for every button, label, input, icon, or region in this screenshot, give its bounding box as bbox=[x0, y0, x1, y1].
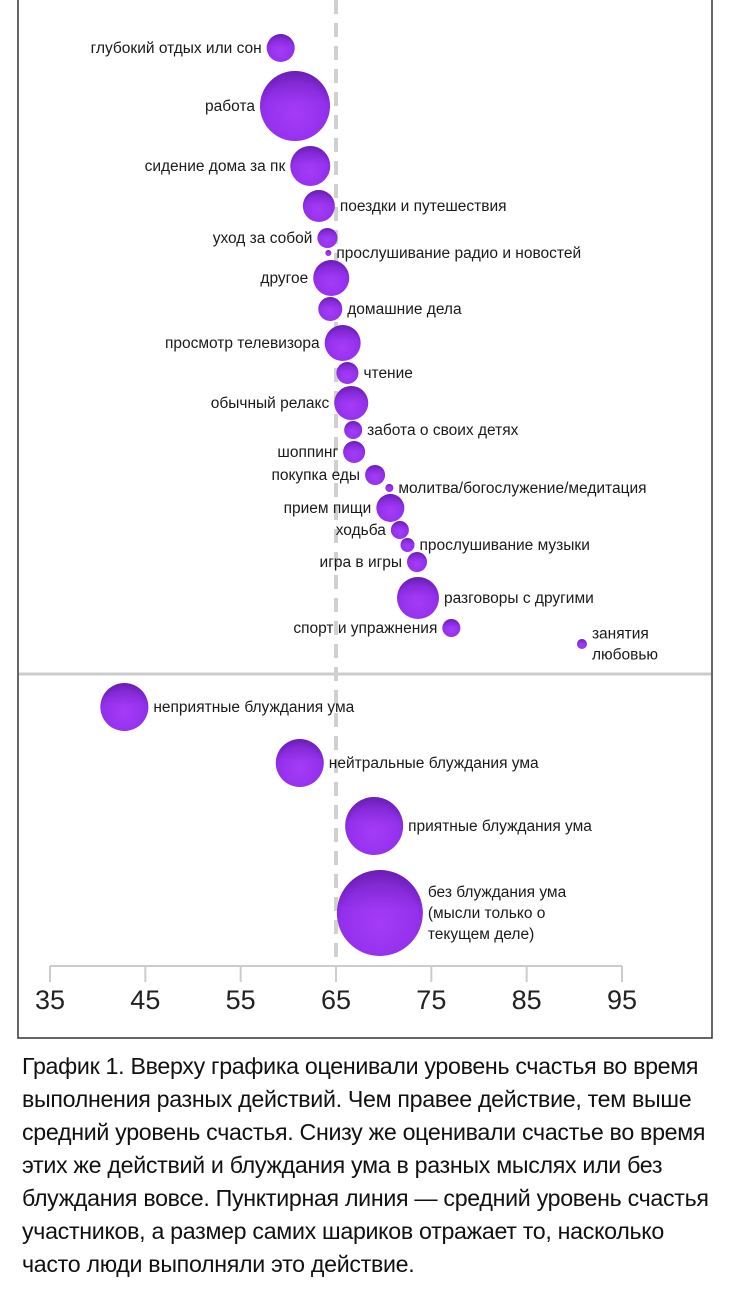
bubble-point: занятия любовью bbox=[576, 626, 658, 664]
bubble-label: работа bbox=[205, 98, 255, 115]
x-tick-label: 75 bbox=[416, 985, 446, 1015]
bubble-label: приятные блуждания ума bbox=[408, 818, 592, 835]
bubble-point: молитва/богослужение/медитация bbox=[385, 480, 647, 497]
figure-caption: График 1. Вверху графика оценивали урове… bbox=[22, 1050, 718, 1281]
bubble-shade bbox=[343, 441, 366, 463]
bubble-point: игра в игры bbox=[320, 552, 428, 572]
bubble-shade bbox=[325, 250, 332, 256]
bubble-label: другое bbox=[260, 270, 308, 287]
bubble-label: прием пищи bbox=[284, 500, 372, 517]
bubble-point: неприятные блуждания ума bbox=[100, 683, 355, 731]
bubble-label: занятия любовью bbox=[592, 626, 658, 664]
bubble-label: чтение bbox=[363, 365, 412, 382]
bubble-point: прослушивание радио и новостей bbox=[325, 245, 581, 262]
bubble-point: чтение bbox=[336, 362, 413, 384]
bubble-shade bbox=[260, 71, 331, 141]
bubble-label: просмотр телевизора bbox=[165, 335, 320, 352]
bubble-point: сидение дома за пк bbox=[145, 146, 331, 186]
x-tick-label: 45 bbox=[130, 985, 160, 1015]
bubble-shade bbox=[390, 521, 409, 539]
bubble-point: работа bbox=[205, 71, 331, 141]
bubble-point: уход за собой bbox=[213, 228, 338, 248]
bubble-chart: 35 45 55 65 75 85 95 глубокий отдых или сон раб… bbox=[17, 0, 713, 1039]
bubbles: глубокий отдых или сон работа сидение дома… bbox=[91, 34, 658, 956]
bubble-point: нейтральные блуждания ума bbox=[275, 739, 539, 787]
bubble-point: шоппинг bbox=[277, 441, 366, 463]
bubble-label: покупка еды bbox=[271, 467, 360, 484]
bubble-point: покупка еды bbox=[271, 465, 386, 485]
bubble-label: поездки и путешествия bbox=[340, 198, 507, 215]
bubble-shade bbox=[344, 421, 363, 439]
bubble-shade bbox=[275, 739, 324, 787]
bubble-label: обычный релакс bbox=[211, 395, 330, 412]
bubble-label: уход за собой bbox=[213, 230, 313, 247]
caption-text: Вверху графика оценивали уровень счастья… bbox=[22, 1053, 709, 1277]
bubble-label: игра в игры bbox=[320, 554, 402, 571]
bubble-shade bbox=[442, 619, 461, 637]
bubble-label: спорт и упражнения bbox=[293, 620, 437, 637]
bubble-shade bbox=[313, 260, 350, 296]
bubble-point: ходьба bbox=[336, 521, 409, 539]
bubble-label: прослушивание радио и новостей bbox=[336, 245, 581, 262]
bubble-label: глубокий отдых или сон bbox=[91, 40, 262, 57]
bubble-shade bbox=[324, 325, 361, 361]
bubble-point: без блуждания ума (мысли только о текущем … bbox=[336, 870, 567, 956]
bubble-point: домашние дела bbox=[318, 297, 462, 321]
bubble-point: разговоры с другими bbox=[396, 577, 594, 619]
bubble-label: разговоры с другими bbox=[444, 590, 594, 607]
bubble-shade bbox=[385, 484, 394, 492]
bubble-label: ходьба bbox=[336, 522, 386, 539]
bubble-label: неприятные блуждания ума bbox=[153, 699, 354, 716]
bubble-shade bbox=[345, 797, 404, 855]
x-tick-label: 65 bbox=[321, 985, 351, 1015]
bubble-shade bbox=[400, 538, 415, 552]
bubble-shade bbox=[396, 577, 439, 619]
bubble-label: молитва/богослужение/медитация bbox=[398, 480, 646, 497]
x-tick-label: 95 bbox=[607, 985, 637, 1015]
x-tick-label: 55 bbox=[226, 985, 256, 1015]
bubble-point: прием пищи bbox=[284, 494, 405, 522]
bubble-label: без блуждания ума (мысли только о текущем … bbox=[428, 884, 567, 943]
bubble-point: забота о своих детях bbox=[344, 421, 519, 439]
bubble-shade bbox=[576, 639, 587, 649]
bubble-label: сидение дома за пк bbox=[145, 158, 286, 175]
bubble-point: приятные блуждания ума bbox=[345, 797, 592, 855]
bubble-label: шоппинг bbox=[277, 444, 338, 461]
bubble-point: поездки и путешествия bbox=[302, 190, 507, 222]
bubble-shade bbox=[302, 190, 335, 222]
bubble-shade bbox=[365, 465, 386, 485]
bubble-point: глубокий отдых или сон bbox=[91, 34, 295, 62]
bubble-shade bbox=[336, 362, 359, 384]
x-axis: 35 45 55 65 75 85 95 bbox=[35, 965, 637, 1015]
caption-label: График 1. bbox=[22, 1053, 125, 1079]
chart-frame bbox=[17, 0, 713, 1039]
bubble-shade bbox=[290, 146, 331, 186]
x-tick-label: 35 bbox=[35, 985, 65, 1015]
bubble-shade bbox=[318, 297, 343, 321]
bubble-shade bbox=[266, 34, 295, 62]
x-tick-label: 85 bbox=[512, 985, 542, 1015]
bubble-shade bbox=[336, 870, 423, 956]
bubble-label: нейтральные блуждания ума bbox=[329, 755, 539, 772]
bubble-point: другое bbox=[260, 260, 350, 296]
bubble-shade bbox=[100, 683, 149, 731]
bubble-label: прослушивание музыки bbox=[420, 537, 590, 554]
bubble-point: просмотр телевизора bbox=[165, 325, 361, 361]
bubble-shade bbox=[317, 228, 338, 248]
bubble-shade bbox=[407, 552, 428, 572]
bubble-label: домашние дела bbox=[347, 301, 462, 318]
bubble-point: прослушивание музыки bbox=[400, 537, 590, 554]
bubble-point: спорт и упражнения bbox=[293, 619, 461, 637]
bubble-shade bbox=[334, 386, 369, 420]
bubble-point: обычный релакс bbox=[211, 386, 369, 420]
bubble-shade bbox=[376, 494, 405, 522]
bubble-label: забота о своих детях bbox=[367, 422, 518, 439]
